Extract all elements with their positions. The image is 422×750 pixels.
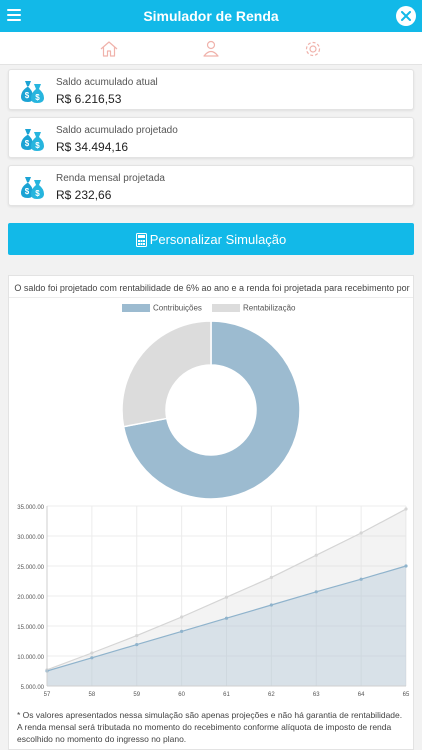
- data-point[interactable]: [180, 629, 184, 633]
- simulation-panel: O saldo foi projetado com rentabilidade …: [8, 275, 414, 750]
- page-title: Simulador de Renda: [143, 8, 279, 24]
- data-point[interactable]: [359, 531, 363, 535]
- card-label: Saldo acumulado atual: [56, 77, 158, 88]
- projection-intro-text: O saldo foi projetado com rentabilidade …: [14, 283, 410, 293]
- data-point[interactable]: [180, 615, 184, 619]
- legend-swatch: [212, 303, 240, 312]
- data-point[interactable]: [135, 634, 139, 638]
- card-value: R$ 34.494,16: [56, 140, 129, 154]
- svg-text:$: $: [25, 187, 30, 196]
- x-tick-label: 63: [313, 692, 320, 698]
- home-icon[interactable]: [99, 39, 119, 59]
- data-point[interactable]: [90, 656, 94, 660]
- money-bag-icon: $ $: [21, 81, 44, 103]
- card-value: R$ 6.216,53: [56, 92, 122, 106]
- svg-text:$: $: [35, 189, 40, 198]
- data-point[interactable]: [135, 643, 139, 647]
- donut-slice-1[interactable]: [121, 320, 212, 428]
- close-icon[interactable]: [396, 6, 416, 26]
- y-tick-label: 10.000.00: [17, 655, 44, 661]
- saldo-atual-card: $ $ Saldo acumulado atual R$ 6.216,53: [8, 69, 414, 110]
- legend-label: Rentabilização: [243, 303, 296, 313]
- svg-text:$: $: [35, 93, 40, 102]
- money-bag-icon: $ $: [21, 129, 44, 151]
- x-tick-label: 60: [178, 692, 185, 698]
- y-tick-label: 30.000.00: [17, 535, 44, 541]
- x-tick-label: 58: [89, 692, 96, 698]
- y-tick-label: 35.000.00: [17, 505, 44, 511]
- data-point[interactable]: [269, 575, 273, 579]
- divider: [9, 297, 413, 298]
- data-point[interactable]: [314, 590, 318, 594]
- svg-text:$: $: [25, 139, 30, 148]
- data-point[interactable]: [90, 651, 94, 655]
- hamburger-menu-icon[interactable]: [7, 9, 21, 21]
- x-tick-label: 65: [403, 692, 410, 698]
- x-tick-label: 61: [223, 692, 230, 698]
- data-point[interactable]: [224, 595, 229, 599]
- legend-swatch: [122, 303, 150, 312]
- tab-bar: [0, 32, 422, 65]
- x-tick-label: 57: [44, 692, 51, 698]
- area-chart: 5.000.00 10.000.00 15.000.00 20.000.00 25.00…: [17, 505, 410, 698]
- disclaimer-line: A renda mensal será tributada no momento…: [17, 722, 392, 744]
- calculator-icon: [135, 232, 147, 247]
- card-label: Saldo acumulado projetado: [56, 125, 178, 136]
- donut-slice-0[interactable]: [122, 320, 301, 500]
- x-tick-label: 64: [358, 692, 365, 698]
- svg-text:$: $: [25, 91, 30, 100]
- user-icon[interactable]: [201, 39, 221, 59]
- x-tick-label: 59: [133, 692, 140, 698]
- data-point[interactable]: [224, 616, 229, 620]
- card-label: Renda mensal projetada: [56, 173, 165, 184]
- legend-contribuicoes[interactable]: Contribuições: [122, 303, 202, 315]
- disclaimer-notes: * Os valores apresentados nessa simulaçã…: [17, 709, 409, 745]
- svg-text:$: $: [35, 141, 40, 150]
- money-bag-icon: $ $: [21, 177, 44, 199]
- y-tick-label: 15.000.00: [17, 625, 44, 631]
- donut-chart: [121, 320, 301, 500]
- button-label: Personalizar Simulação: [149, 232, 287, 248]
- series-area: [47, 566, 406, 686]
- y-tick-label: 20.000.00: [17, 595, 44, 601]
- data-point[interactable]: [314, 553, 318, 557]
- y-tick-label: 25.000.00: [17, 565, 44, 571]
- gear-icon[interactable]: [303, 39, 323, 59]
- data-point[interactable]: [404, 564, 408, 568]
- data-point[interactable]: [269, 603, 273, 607]
- disclaimer-line: * Os valores apresentados nessa simulaçã…: [17, 710, 403, 720]
- personalizar-simulacao-button[interactable]: Personalizar Simulação: [8, 223, 414, 255]
- legend-label: Contribuições: [153, 303, 202, 313]
- x-tick-label: 62: [268, 692, 275, 698]
- data-point[interactable]: [404, 507, 408, 511]
- card-value: R$ 232,66: [56, 188, 112, 202]
- y-tick-label: 5.000.00: [21, 685, 45, 691]
- app-header: Simulador de Renda: [0, 0, 422, 32]
- renda-mensal-card: $ $ Renda mensal projetada R$ 232,66: [8, 165, 414, 206]
- legend-rentabilizacao[interactable]: Rentabilização: [212, 303, 295, 315]
- data-point[interactable]: [359, 577, 363, 581]
- saldo-projetado-card: $ $ Saldo acumulado projetado R$ 34.494,1…: [8, 117, 414, 158]
